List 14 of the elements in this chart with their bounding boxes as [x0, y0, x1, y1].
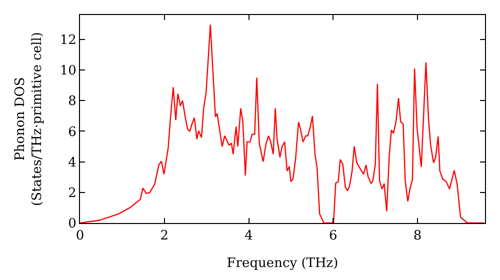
y-tick-label: 2 — [68, 186, 76, 201]
x-tick-label: 2 — [160, 228, 169, 244]
y-axis-title: Phonon DOS (States/THz·primitive cell) — [12, 32, 45, 206]
x-tick-label: 6 — [328, 228, 338, 244]
x-axis-title: Frequency (THz) — [226, 256, 338, 272]
y-tick-label: 6 — [68, 124, 76, 140]
y-tick-label: 12 — [60, 33, 76, 48]
x-tick-label: 4 — [244, 228, 253, 244]
y-tick-label: 0 — [68, 216, 76, 232]
y-tick-label: 8 — [68, 94, 76, 110]
line-series — [80, 24, 485, 223]
x-tick-label: 8 — [413, 228, 422, 244]
y-tick-label: 10 — [60, 64, 76, 79]
y-tick-label: 4 — [68, 155, 76, 170]
